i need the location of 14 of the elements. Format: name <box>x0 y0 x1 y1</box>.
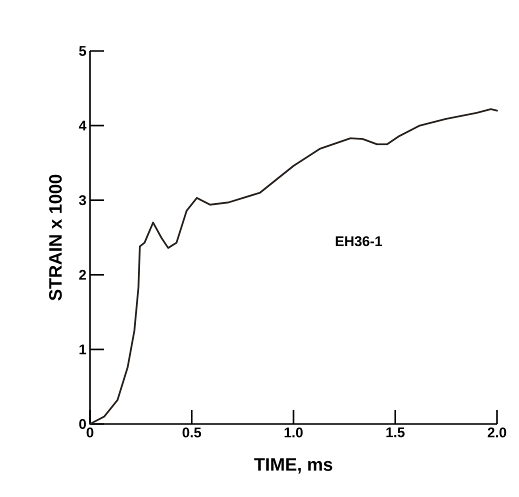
x-tick-label: 2.0 <box>488 428 506 438</box>
x-tick-label: 0.5 <box>182 428 202 438</box>
annotation: EH36-1 <box>336 236 382 246</box>
x-tick-label: 0 <box>86 428 94 438</box>
x-tick-label: 1.0 <box>284 428 303 438</box>
y-axis-title: STRAIN x 1000 <box>49 174 62 300</box>
y-tick-label: 2 <box>79 270 86 280</box>
x-tick-label: 1.5 <box>386 428 405 438</box>
y-tick-label: 5 <box>79 46 86 56</box>
y-tick-label: 3 <box>79 195 86 206</box>
x-axis-title: TIME, ms <box>254 458 332 474</box>
y-tick-label: 4 <box>78 120 86 130</box>
y-tick-label: 1 <box>80 344 86 354</box>
y-tick-label: 0 <box>79 419 86 429</box>
